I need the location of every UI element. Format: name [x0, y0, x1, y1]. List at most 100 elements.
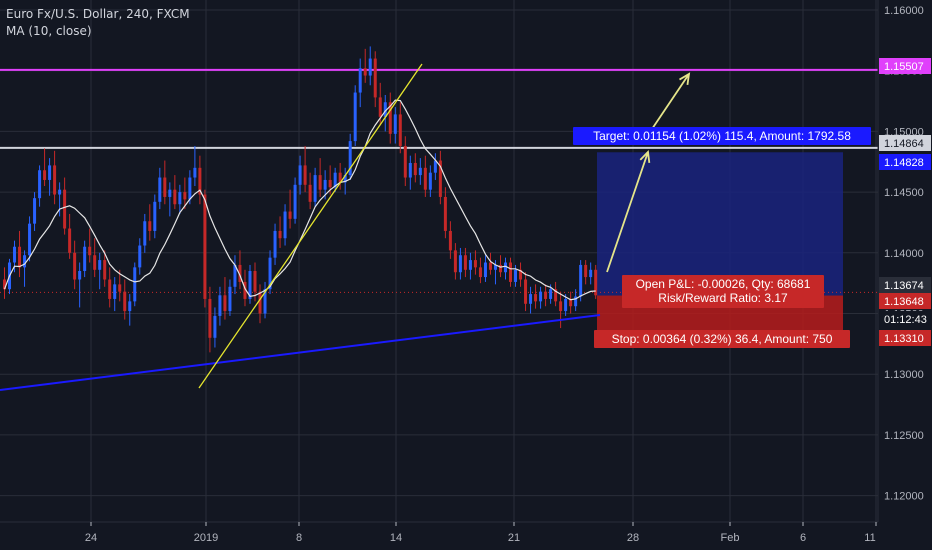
price-badge: 1.14828	[879, 154, 931, 170]
stop-label-bg	[594, 330, 850, 348]
indicator-legend[interactable]: MA (10, close)	[6, 24, 92, 38]
price-tick-label: 1.14000	[884, 248, 924, 260]
candle-body	[559, 301, 563, 312]
pnl-label-text: Open P&L: -0.00026, Qty: 68681	[636, 277, 811, 291]
pnl-label-bg	[622, 275, 824, 308]
candle-body	[338, 172, 342, 183]
candle-body	[33, 198, 37, 224]
candle-body	[48, 165, 52, 180]
candle-body	[153, 201, 157, 231]
candle-body	[478, 267, 482, 278]
candle-body	[113, 284, 117, 299]
position-labels: Target: 0.01154 (1.02%) 115.4, Amount: 1…	[573, 127, 871, 348]
candle-body	[258, 291, 262, 314]
candle-body	[564, 298, 568, 312]
candle-body	[123, 291, 127, 312]
price-badge-bg	[879, 58, 931, 74]
candle-body	[248, 271, 252, 299]
price-badge: 1.15507	[879, 58, 931, 74]
candle-body	[363, 68, 367, 76]
candle-body	[544, 291, 548, 299]
candle-body	[53, 165, 57, 195]
price-badge: 1.13310	[879, 330, 931, 346]
candle-body	[138, 245, 142, 268]
candle-body	[383, 102, 387, 117]
candle-body	[68, 228, 72, 253]
candle-body	[168, 189, 172, 197]
arrow-to-resistance-head	[639, 150, 651, 164]
candle-body	[288, 211, 292, 219]
time-tick-label: 11	[864, 532, 875, 544]
candle-body	[534, 294, 538, 302]
candle-body	[438, 160, 442, 197]
arrow-to-target	[649, 73, 690, 133]
candle-body	[574, 296, 578, 307]
trend-lines[interactable]	[0, 63, 601, 391]
candle-body	[243, 281, 247, 299]
time-tick-label: 2019	[194, 532, 218, 544]
candle-body	[268, 257, 272, 290]
candle-body	[413, 162, 417, 176]
price-badge: 1.14864	[879, 135, 931, 151]
candle-body	[408, 162, 412, 178]
candle-body	[514, 269, 518, 282]
price-badge: 01:12:43	[879, 311, 931, 327]
candle-body	[63, 189, 67, 229]
price-badges: 1.15507 1.14864 1.14828 1.13674 1.13648 01:12…	[879, 58, 931, 346]
candle-body	[38, 170, 42, 199]
price-badge-bg	[879, 154, 931, 170]
candle-body	[373, 58, 377, 98]
projection-arrows	[606, 72, 691, 273]
horizontal-lines[interactable]	[0, 68, 878, 293]
candle-body	[143, 221, 147, 246]
target-zone	[597, 152, 843, 296]
candle-body	[23, 255, 27, 268]
candle-body	[178, 192, 182, 205]
candle-body	[193, 167, 197, 178]
stop-label: Stop: 0.00364 (0.32%) 36.4, Amount: 750	[594, 330, 850, 348]
candle-body	[58, 189, 62, 195]
candle-body	[93, 255, 97, 270]
candle-body	[158, 177, 162, 202]
price-badge-bg	[879, 311, 931, 327]
rising-trendline-line[interactable]	[198, 63, 423, 389]
candle-body	[128, 301, 132, 312]
candle-body	[584, 264, 588, 278]
support-trendline-line[interactable]	[0, 314, 601, 391]
candle-body	[343, 175, 347, 183]
candle-body	[493, 264, 497, 270]
candle-body	[203, 194, 207, 299]
candle-body	[133, 267, 137, 302]
candle-body	[388, 102, 392, 134]
candle-body	[183, 192, 187, 200]
candle-body	[483, 262, 487, 278]
candle-body	[83, 246, 87, 272]
candle-body	[529, 294, 533, 304]
price-badge-text: 1.13674	[884, 280, 924, 292]
price-badge-text: 1.14828	[884, 157, 924, 169]
candle-body	[293, 184, 297, 219]
candle-body	[148, 221, 152, 231]
candle-body	[378, 97, 382, 117]
candle-body	[443, 196, 447, 231]
symbol-title[interactable]: Euro Fx/U.S. Dollar, 240, FXCM	[6, 7, 190, 21]
candle-body	[398, 114, 402, 146]
candle-body	[173, 189, 177, 205]
candle-body	[103, 260, 107, 280]
candle-body	[98, 260, 102, 270]
candle-body	[198, 167, 202, 195]
candle-body	[488, 262, 492, 270]
time-tick-label: 8	[296, 532, 302, 544]
price-badge-text: 1.15507	[884, 61, 924, 73]
candle-body	[423, 167, 427, 190]
candle-body	[228, 286, 232, 312]
price-badge: 1.13648	[879, 293, 931, 309]
target-label-text: Target: 0.01154 (1.02%) 115.4, Amount: 1…	[593, 129, 851, 143]
candle-body	[333, 172, 337, 188]
time-tick-label: 21	[508, 532, 520, 544]
target-label: Target: 0.01154 (1.02%) 115.4, Amount: 1…	[573, 127, 871, 145]
candle-body	[368, 58, 372, 76]
candle-body	[28, 223, 32, 256]
time-axis[interactable]: 24 2019 8 14 21 28 Feb 6 11	[85, 522, 877, 544]
